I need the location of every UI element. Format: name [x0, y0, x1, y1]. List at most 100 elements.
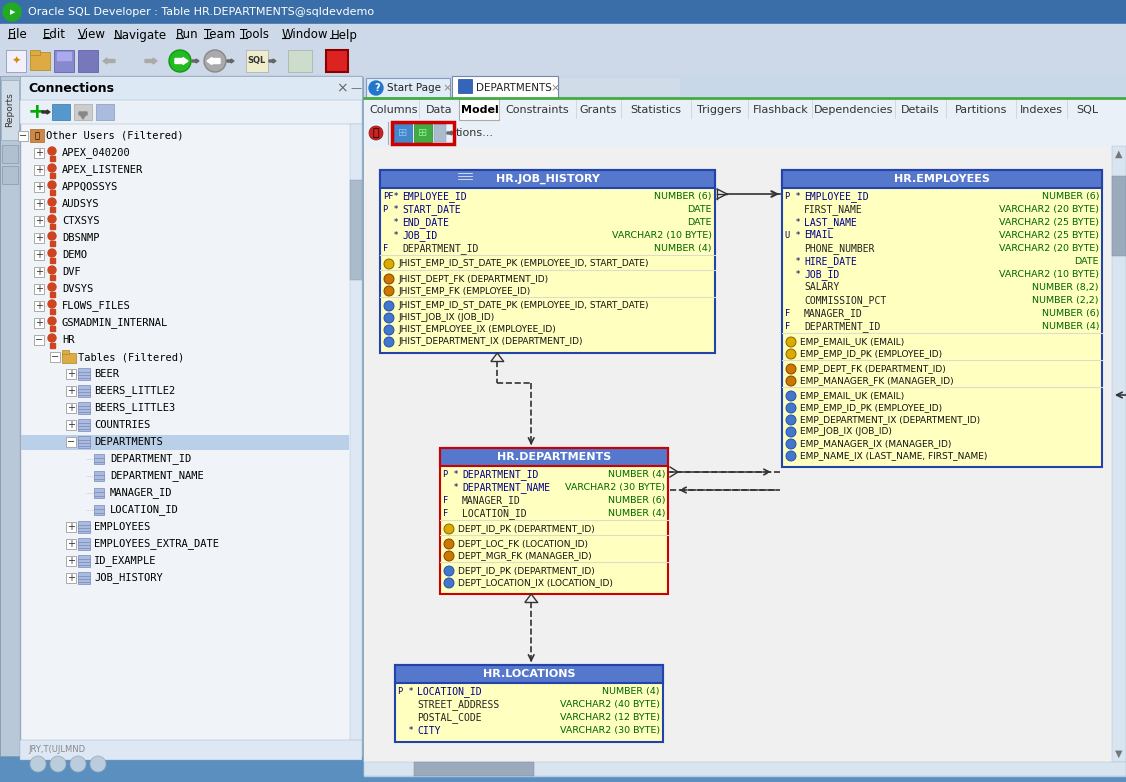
Bar: [78, 368, 90, 380]
Text: P *: P *: [785, 192, 801, 201]
Bar: [2, 145, 18, 163]
Text: BEERS_LITTLE3: BEERS_LITTLE3: [93, 403, 176, 414]
Bar: [66, 369, 75, 379]
Bar: [364, 98, 1126, 120]
Bar: [96, 104, 114, 120]
Text: APPQOSSYS: APPQOSSYS: [62, 182, 118, 192]
Text: ⊞: ⊞: [399, 128, 408, 138]
Text: DEPARTMENT_ID: DEPARTMENT_ID: [402, 243, 479, 254]
Bar: [366, 78, 450, 98]
Text: HR.JOB_HISTORY: HR.JOB_HISTORY: [495, 174, 599, 184]
Circle shape: [384, 286, 394, 296]
Text: NUMBER (4): NUMBER (4): [608, 470, 665, 479]
Text: NUMBER (4): NUMBER (4): [608, 509, 665, 518]
Text: FLOWS_FILES: FLOWS_FILES: [62, 300, 131, 311]
Text: EMP_NAME_IX (LAST_NAME, FIRST_NAME): EMP_NAME_IX (LAST_NAME, FIRST_NAME): [799, 451, 988, 461]
Text: −: −: [19, 131, 27, 141]
FancyArrow shape: [50, 258, 54, 263]
Text: +: +: [35, 250, 43, 260]
Text: JHIST_EMP_ID_ST_DATE_PK (EMPLOYEE_ID, START_DATE): JHIST_EMP_ID_ST_DATE_PK (EMPLOYEE_ID, ST…: [397, 260, 649, 268]
Text: +: +: [35, 216, 43, 226]
Circle shape: [384, 313, 394, 323]
Text: START_DATE: START_DATE: [402, 204, 461, 215]
Text: Start Page: Start Page: [387, 83, 441, 93]
Text: +: +: [68, 573, 75, 583]
Circle shape: [384, 259, 394, 269]
Circle shape: [786, 403, 796, 413]
FancyArrow shape: [50, 190, 54, 195]
Circle shape: [50, 756, 66, 772]
Text: −: −: [35, 335, 43, 345]
Text: SQL: SQL: [1076, 105, 1099, 115]
FancyArrow shape: [447, 131, 454, 135]
Text: VARCHAR2 (40 BYTE): VARCHAR2 (40 BYTE): [560, 700, 660, 709]
Text: Model: Model: [461, 105, 499, 115]
Circle shape: [48, 147, 56, 155]
Bar: [394, 124, 412, 142]
Text: NUMBER (6): NUMBER (6): [608, 496, 665, 505]
Circle shape: [384, 337, 394, 347]
Text: *: *: [785, 270, 801, 279]
Bar: [0, 0, 1126, 24]
Bar: [66, 386, 75, 396]
Bar: [350, 180, 361, 280]
Text: VARCHAR2 (30 BYTE): VARCHAR2 (30 BYTE): [560, 726, 660, 735]
Text: DEPARTMENT_ID: DEPARTMENT_ID: [462, 469, 538, 480]
Text: 👥: 👥: [35, 131, 39, 141]
Text: NUMBER (8,2): NUMBER (8,2): [1033, 283, 1099, 292]
FancyArrow shape: [227, 59, 234, 63]
Text: MANAGER_ID: MANAGER_ID: [110, 487, 172, 498]
Text: EMP_EMAIL_UK (EMAIL): EMP_EMAIL_UK (EMAIL): [799, 392, 904, 400]
Text: JHIST_EMP_FK (EMPLOYEE_ID): JHIST_EMP_FK (EMPLOYEE_ID): [397, 286, 530, 296]
Text: ▼: ▼: [1115, 749, 1123, 759]
FancyArrow shape: [145, 58, 157, 64]
Bar: [434, 124, 446, 142]
Bar: [440, 448, 668, 594]
Text: Grants: Grants: [580, 105, 617, 115]
Text: DATE: DATE: [688, 205, 712, 214]
Bar: [78, 538, 90, 550]
FancyArrow shape: [42, 110, 50, 114]
Text: FIRST_NAME: FIRST_NAME: [804, 204, 863, 215]
Bar: [458, 79, 472, 93]
Text: PF*: PF*: [383, 192, 399, 201]
Circle shape: [786, 337, 796, 347]
Text: tions...: tions...: [456, 128, 494, 138]
Text: Partitions: Partitions: [955, 105, 1007, 115]
Bar: [18, 131, 28, 141]
Text: HIRE_DATE: HIRE_DATE: [804, 256, 857, 267]
Text: F: F: [383, 244, 399, 253]
FancyArrow shape: [50, 343, 54, 348]
Circle shape: [444, 539, 454, 549]
Text: EMP_DEPARTMENT_IX (DEPARTMENT_ID): EMP_DEPARTMENT_IX (DEPARTMENT_ID): [799, 415, 980, 425]
Text: DATE: DATE: [1074, 257, 1099, 266]
Text: +: +: [68, 386, 75, 396]
Bar: [1112, 176, 1126, 256]
Text: Data: Data: [426, 105, 453, 115]
Text: NUMBER (4): NUMBER (4): [654, 244, 712, 253]
Bar: [440, 448, 668, 466]
Text: JHIST_DEPARTMENT_IX (DEPARTMENT_ID): JHIST_DEPARTMENT_IX (DEPARTMENT_ID): [397, 338, 582, 346]
Text: DEMO: DEMO: [62, 250, 87, 260]
Circle shape: [786, 364, 796, 374]
Bar: [78, 555, 90, 567]
Circle shape: [48, 317, 56, 325]
Text: LOCATION_ID: LOCATION_ID: [110, 504, 179, 515]
FancyArrow shape: [50, 292, 54, 297]
Bar: [350, 124, 361, 744]
Text: +: +: [68, 556, 75, 566]
Circle shape: [48, 300, 56, 308]
Text: DEPARTMENT_ID: DEPARTMENT_ID: [110, 454, 191, 465]
Text: NUMBER (4): NUMBER (4): [1042, 322, 1099, 331]
Text: *: *: [785, 257, 801, 266]
Bar: [459, 99, 500, 120]
Bar: [78, 385, 90, 397]
Text: Other Users (Filtered): Other Users (Filtered): [46, 131, 184, 141]
Text: HR: HR: [62, 335, 74, 345]
Circle shape: [444, 524, 454, 534]
Text: JHIST_JOB_IX (JOB_ID): JHIST_JOB_IX (JOB_ID): [397, 314, 494, 322]
Bar: [364, 146, 1126, 762]
Text: PHONE_NUMBER: PHONE_NUMBER: [804, 243, 875, 254]
Bar: [66, 556, 75, 566]
Circle shape: [70, 756, 86, 772]
